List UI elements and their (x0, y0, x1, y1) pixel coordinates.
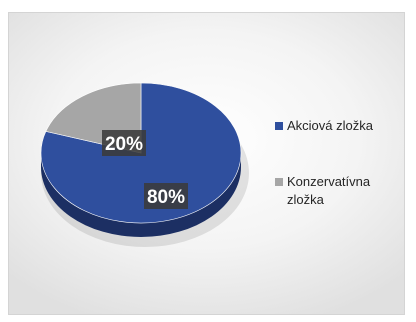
data-label-1: 80% (147, 187, 185, 208)
data-label-2: 20% (105, 134, 143, 155)
chart-area: 80% 20% Akciová zložka Konzervatívna zložka (8, 12, 405, 315)
data-label-box-2 (102, 130, 146, 156)
legend-label-1: Akciová zložka (287, 118, 374, 133)
data-label-box-1 (144, 183, 188, 209)
pie-slice-side-1 (41, 153, 241, 237)
legend-swatch-2 (275, 178, 283, 186)
legend-swatch-1 (275, 122, 283, 130)
legend-item-1: Akciová zložka (275, 118, 374, 133)
legend-label-2: Konzervatívna zložka (287, 174, 371, 207)
legend-item-2: Konzervatívna zložka (275, 174, 371, 207)
pie-chart: 80% 20% Akciová zložka Konzervatívna zložka (40, 82, 374, 247)
